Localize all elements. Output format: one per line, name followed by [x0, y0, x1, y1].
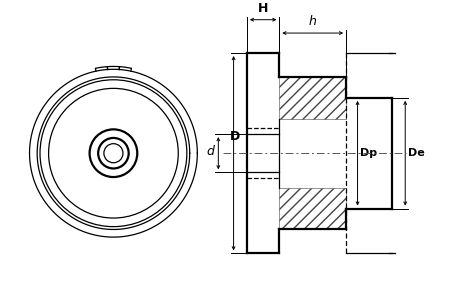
Text: d: d [207, 145, 215, 158]
Text: h: h [309, 15, 317, 28]
Text: H: H [258, 2, 268, 15]
Text: Dp: Dp [360, 148, 378, 158]
Bar [279, 188, 346, 229]
Text: D: D [230, 130, 241, 143]
Bar [279, 77, 346, 119]
Text: De: De [408, 148, 425, 158]
Bar [279, 77, 346, 119]
Bar [279, 188, 346, 229]
